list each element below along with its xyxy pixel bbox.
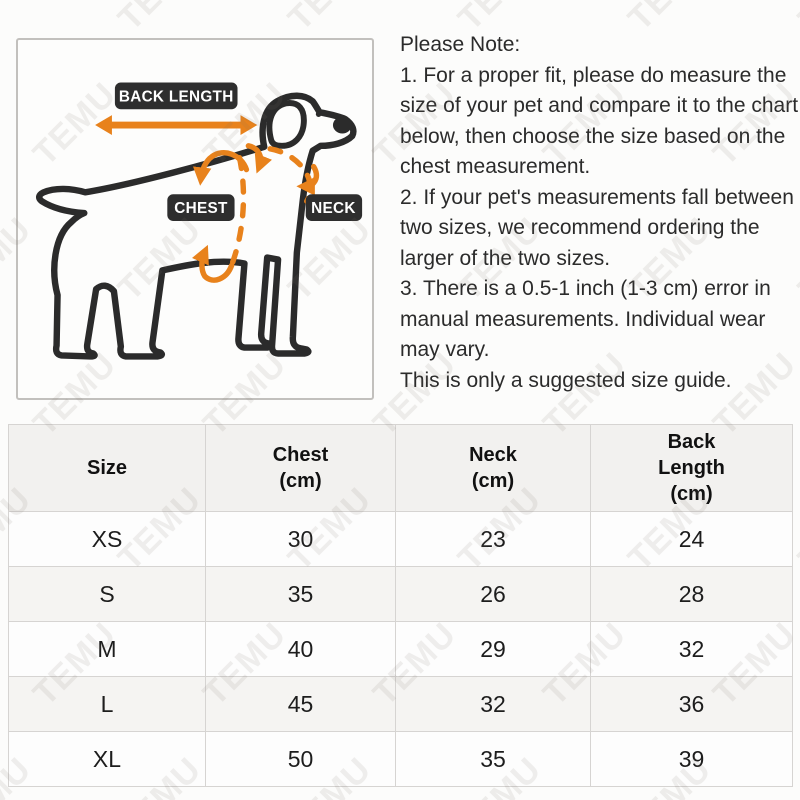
measurement-diagram: BACK LENGTH CHEST NECK [16,38,374,400]
size-cell: XS [8,511,206,567]
size-cell: XL [8,731,206,787]
watermark-text: TEMU [0,0,39,39]
size-cell: L [8,676,206,732]
note-item-2: 2. If your pet's measurements fall betwe… [400,185,794,270]
dog-nose-icon [332,116,352,134]
chest-cell: 35 [205,566,396,622]
chest-badge: CHEST [167,194,235,221]
note-footer: This is only a suggested size guide. [400,368,732,392]
back-length-label: BACK LENGTH [119,88,234,105]
size-cell: M [8,621,206,677]
size-table-header-row: Size Chest (cm) Neck (cm) Back Length (c… [8,424,793,512]
col-header-back-length: Back Length (cm) [590,424,793,512]
neck-badge: NECK [305,194,363,221]
back-length-badge: BACK LENGTH [114,82,238,110]
back-length-arrow-icon [95,115,258,135]
note-section: Please Note: 1. For a proper fit, please… [400,30,800,396]
dog-inner-ear-icon [266,100,307,149]
col-header-size: Size [8,424,206,512]
neck-cell: 26 [395,566,591,622]
back-length-cell: 24 [590,511,793,567]
chest-measure-arrows-icon [191,143,272,283]
chest-label: CHEST [174,200,228,217]
neck-measure-arrows-icon [267,146,320,204]
chest-cell: 30 [205,511,396,567]
back-length-cell: 32 [590,621,793,677]
watermark-text: TEMU [281,0,380,39]
back-length-cell: 39 [590,731,793,787]
chest-cell: 45 [205,676,396,732]
neck-cell: 29 [395,621,591,677]
chest-cell: 40 [205,621,396,677]
neck-cell: 32 [395,676,591,732]
table-row-m: M 40 29 32 [8,621,793,677]
col-header-neck: Neck (cm) [395,424,591,512]
neck-label: NECK [311,200,356,217]
table-row-xs: XS 30 23 24 [8,511,793,567]
note-title: Please Note: [400,33,521,56]
size-cell: S [8,566,206,622]
table-row-xl: XL 50 35 39 [8,731,793,787]
neck-cell: 35 [395,731,591,787]
dog-eye-icon [315,111,322,117]
note-item-1: 1. For a proper fit, please do measure t… [400,63,799,179]
note-item-3: 3. There is a 0.5-1 inch (1-3 cm) error … [400,277,771,361]
table-row-s: S 35 26 28 [8,566,793,622]
size-table: Size Chest (cm) Neck (cm) Back Length (c… [8,424,793,787]
dog-outline [36,92,357,360]
table-row-l: L 45 32 36 [8,676,793,732]
watermark-text: TEMU [111,0,210,39]
col-header-chest: Chest (cm) [205,424,396,512]
back-length-cell: 28 [590,566,793,622]
dog-measurement-illustration: BACK LENGTH CHEST NECK [36,82,363,360]
back-length-cell: 36 [590,676,793,732]
chest-cell: 50 [205,731,396,787]
neck-cell: 23 [395,511,591,567]
